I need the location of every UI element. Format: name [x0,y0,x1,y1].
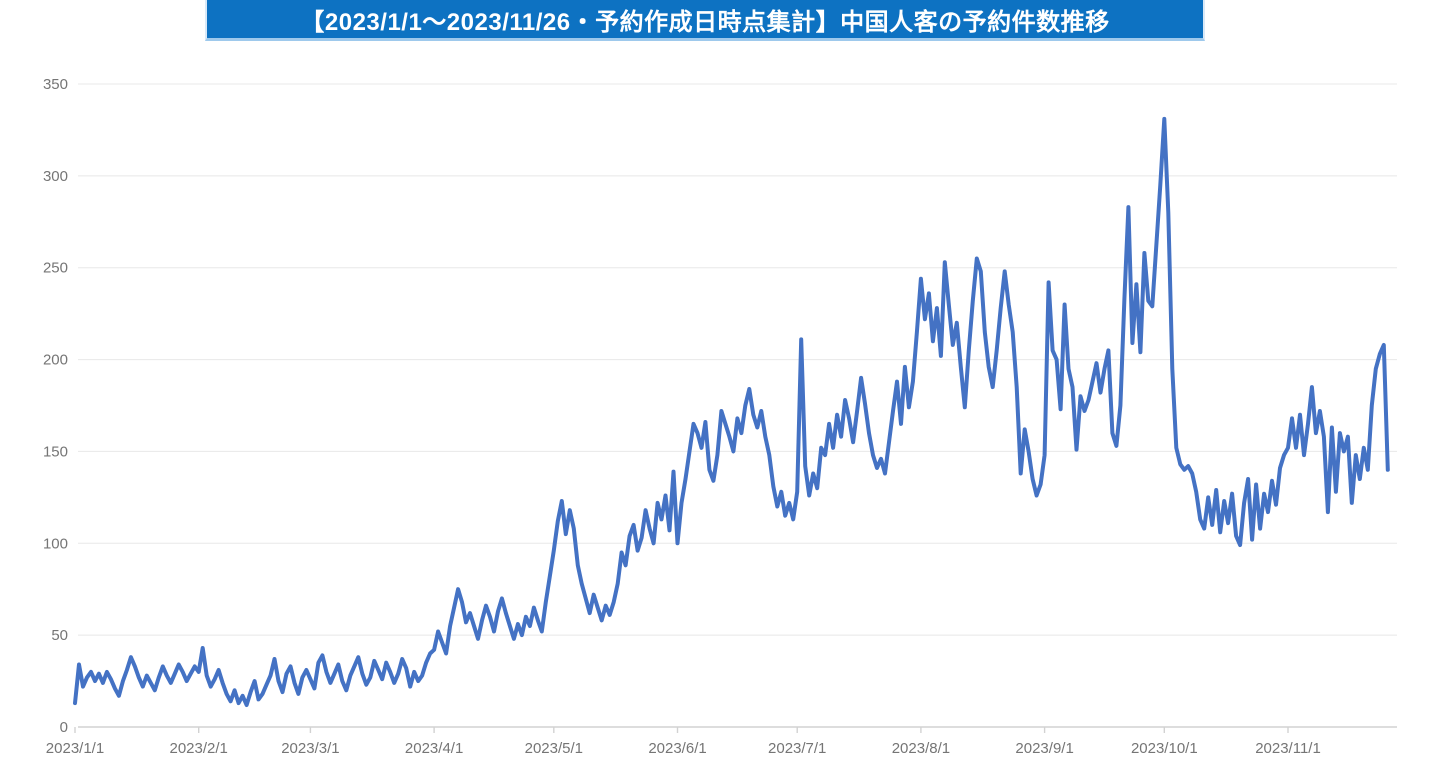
series-line [73,116,1390,707]
x-tick-label: 2023/6/1 [648,740,706,757]
y-tick-label: 0 [60,719,68,736]
x-tick-label: 2023/11/1 [1255,740,1321,757]
x-tick-label: 2023/4/1 [405,740,463,757]
x-tick-label: 2023/2/1 [169,740,227,757]
chart-title-banner: 【2023/1/1～2023/11/26・予約作成日時点集計】中国人客の予約件数… [205,0,1205,41]
x-tick-label: 2023/7/1 [768,740,826,757]
x-tick-label: 2023/5/1 [525,740,583,757]
x-tick-label: 2023/10/1 [1131,740,1198,757]
chart-title: 【2023/1/1～2023/11/26・予約作成日時点集計】中国人客の予約件数… [300,8,1110,36]
x-tick-label: 2023/9/1 [1015,740,1073,757]
y-tick-label: 100 [43,535,68,552]
x-tick-label: 2023/8/1 [892,740,950,757]
y-tick-label: 50 [51,627,68,644]
y-tick-label: 350 [43,76,68,93]
y-tick-label: 150 [43,443,68,460]
x-tick-label: 2023/1/1 [46,740,104,757]
y-tick-label: 300 [43,168,68,185]
y-tick-label: 200 [43,352,68,369]
x-tick-label: 2023/3/1 [281,740,339,757]
y-tick-label: 250 [43,260,68,277]
